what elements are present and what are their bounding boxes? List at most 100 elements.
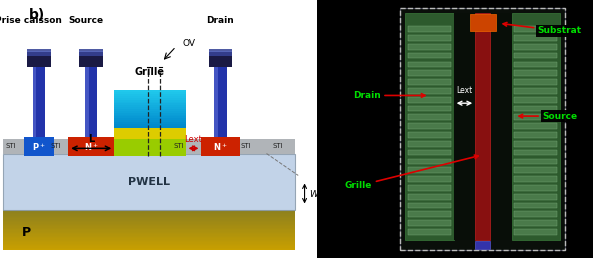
Text: STI: STI [241,143,251,149]
FancyBboxPatch shape [514,62,557,67]
FancyBboxPatch shape [24,137,54,156]
FancyBboxPatch shape [514,194,557,199]
FancyBboxPatch shape [408,150,451,155]
Text: Substrat: Substrat [503,22,582,35]
Text: P: P [22,226,31,239]
FancyBboxPatch shape [408,26,451,32]
FancyBboxPatch shape [514,185,557,191]
FancyBboxPatch shape [3,213,295,214]
FancyBboxPatch shape [406,13,454,240]
FancyBboxPatch shape [209,49,232,52]
FancyBboxPatch shape [400,8,565,250]
FancyBboxPatch shape [514,150,557,155]
FancyBboxPatch shape [3,221,295,222]
FancyBboxPatch shape [114,103,186,105]
FancyBboxPatch shape [87,67,91,137]
FancyBboxPatch shape [33,67,36,137]
FancyBboxPatch shape [514,132,557,138]
FancyBboxPatch shape [514,115,557,120]
FancyBboxPatch shape [27,51,50,56]
FancyBboxPatch shape [114,113,186,115]
FancyBboxPatch shape [34,67,39,137]
Text: STI: STI [272,143,283,149]
FancyBboxPatch shape [514,106,557,111]
FancyBboxPatch shape [512,13,560,240]
Text: STI: STI [174,143,184,149]
FancyBboxPatch shape [209,49,232,67]
FancyBboxPatch shape [514,167,557,173]
FancyBboxPatch shape [3,224,295,225]
FancyBboxPatch shape [3,214,295,216]
Text: STI: STI [50,143,61,149]
FancyBboxPatch shape [114,100,186,101]
FancyBboxPatch shape [408,70,451,76]
FancyBboxPatch shape [3,226,295,228]
Text: P$^+$: P$^+$ [32,141,46,153]
FancyBboxPatch shape [408,97,451,103]
FancyBboxPatch shape [209,51,232,56]
FancyBboxPatch shape [514,123,557,129]
FancyBboxPatch shape [514,53,557,59]
FancyBboxPatch shape [3,225,295,226]
FancyBboxPatch shape [3,238,295,240]
FancyBboxPatch shape [408,115,451,120]
FancyBboxPatch shape [475,13,490,240]
FancyBboxPatch shape [408,176,451,182]
FancyBboxPatch shape [514,79,557,85]
FancyBboxPatch shape [408,229,451,235]
FancyBboxPatch shape [3,246,295,248]
FancyBboxPatch shape [408,123,451,129]
FancyBboxPatch shape [408,211,451,217]
FancyBboxPatch shape [114,120,186,122]
FancyBboxPatch shape [3,240,295,241]
FancyBboxPatch shape [114,117,186,118]
FancyBboxPatch shape [3,242,295,244]
FancyBboxPatch shape [514,35,557,41]
FancyBboxPatch shape [114,115,186,117]
FancyBboxPatch shape [408,203,451,208]
FancyBboxPatch shape [114,101,186,103]
FancyBboxPatch shape [216,67,221,137]
FancyBboxPatch shape [114,96,186,98]
FancyBboxPatch shape [408,79,451,85]
FancyBboxPatch shape [408,167,451,173]
FancyBboxPatch shape [408,141,451,147]
Text: Source: Source [519,112,578,120]
FancyBboxPatch shape [3,230,295,232]
Text: N$^+$: N$^+$ [213,141,228,153]
FancyBboxPatch shape [114,111,186,113]
FancyBboxPatch shape [514,44,557,50]
FancyBboxPatch shape [514,176,557,182]
FancyBboxPatch shape [114,126,186,128]
FancyBboxPatch shape [85,67,89,137]
FancyBboxPatch shape [408,88,451,94]
FancyBboxPatch shape [514,220,557,226]
FancyBboxPatch shape [85,67,97,137]
Text: PWELL: PWELL [128,177,170,187]
FancyBboxPatch shape [3,229,295,230]
FancyBboxPatch shape [514,70,557,76]
FancyBboxPatch shape [27,49,50,52]
FancyBboxPatch shape [3,218,295,220]
FancyBboxPatch shape [114,90,186,92]
FancyBboxPatch shape [408,62,451,67]
FancyBboxPatch shape [33,67,44,137]
Text: b): b) [329,8,345,22]
FancyBboxPatch shape [79,49,103,67]
FancyBboxPatch shape [3,154,295,210]
Text: L: L [88,134,94,144]
FancyBboxPatch shape [3,228,295,229]
FancyBboxPatch shape [408,132,451,138]
FancyBboxPatch shape [114,118,186,120]
FancyBboxPatch shape [454,13,512,240]
FancyBboxPatch shape [514,141,557,147]
FancyBboxPatch shape [114,92,186,94]
FancyBboxPatch shape [3,210,295,212]
FancyBboxPatch shape [114,109,186,111]
FancyBboxPatch shape [3,244,295,245]
FancyBboxPatch shape [408,106,451,111]
Text: Source: Source [68,16,103,25]
FancyBboxPatch shape [68,137,114,156]
FancyBboxPatch shape [514,229,557,235]
FancyBboxPatch shape [408,44,451,50]
